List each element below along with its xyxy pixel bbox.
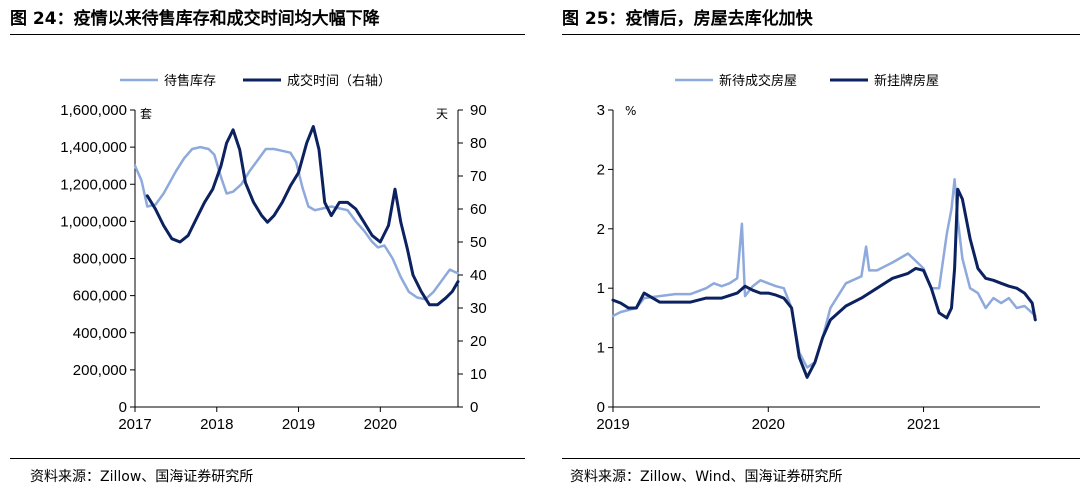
title-divider (562, 34, 1080, 35)
y-tick-label: 1 (597, 340, 605, 357)
source-divider (10, 458, 525, 459)
x-tick-label: 2018 (200, 416, 233, 433)
y-tick-label: 2 (597, 161, 605, 178)
y-tick-label: 600,000 (73, 288, 127, 305)
source-note: 资料来源：Zillow、国海证券研究所 (30, 469, 254, 485)
left-figure-panel: 图 24：疫情以来待售库存和成交时间均大幅下降 0 200,000 400,000 6… (10, 9, 525, 485)
legend-label: 新待成交房屋 (719, 73, 797, 89)
destocking-chart: 0 1 1 2 2 3 2019 2020 2021 新待成交房屋 新挂牌房屋% (596, 73, 1040, 433)
title-divider (10, 34, 525, 35)
y2-tick-label: 60 (470, 201, 487, 218)
x-tick-label: 2017 (118, 416, 151, 433)
series-line-1 (133, 145, 460, 301)
legend-label: 新挂牌房屋 (874, 73, 939, 89)
figure-title: 图 25：疫情后，房屋去库化加快 (562, 9, 813, 29)
y-tick-label: 1,200,000 (60, 176, 127, 193)
y2-tick-label: 10 (470, 366, 487, 383)
series-line-2 (145, 125, 460, 307)
right-axis-unit: 天 (436, 107, 448, 121)
x-tick-label: 2021 (907, 416, 940, 433)
y-tick-label: 3 (597, 102, 605, 119)
y-tick-label: 2 (597, 221, 605, 238)
x-tick-label: 2019 (596, 416, 629, 433)
x-tick-label: 2019 (282, 416, 315, 433)
y-tick-label: 1,600,000 (60, 102, 127, 119)
series-line-2 (611, 187, 1037, 379)
left-axis-unit: % (625, 104, 636, 118)
y2-tick-label: 0 (470, 399, 478, 416)
source-note: 资料来源：Zillow、Wind、国海证券研究所 (570, 469, 843, 485)
y-tick-label: 1,400,000 (60, 139, 127, 156)
right-figure-panel: 图 25：疫情后，房屋去库化加快 0 1 1 2 2 3 2019 2020 2021 新待成交房… (540, 0, 1080, 490)
y2-tick-label: 70 (470, 168, 487, 185)
y2-tick-label: 50 (470, 234, 487, 251)
y2-tick-label: 30 (470, 300, 487, 317)
y-tick-label: 800,000 (73, 251, 127, 268)
x-tick-label: 2020 (364, 416, 397, 433)
y2-tick-label: 90 (470, 102, 487, 119)
y-tick-label: 400,000 (73, 325, 127, 342)
y-tick-label: 0 (597, 399, 605, 416)
left-axis-unit: 套 (140, 107, 152, 121)
y2-tick-label: 80 (470, 135, 487, 152)
y2-tick-label: 40 (470, 267, 487, 284)
y-tick-label: 0 (119, 399, 127, 416)
legend-label: 成交时间（右轴） (287, 73, 391, 89)
y-tick-label: 200,000 (73, 362, 127, 379)
y-tick-label: 1,000,000 (60, 213, 127, 230)
source-divider (562, 458, 1080, 459)
y-tick-label: 1 (597, 280, 605, 297)
inventory-chart: 0 200,000 400,000 600,000 800,000 1,000,000 1,… (60, 73, 487, 433)
figure-title: 图 24：疫情以来待售库存和成交时间均大幅下降 (10, 9, 380, 29)
legend-label: 待售库存 (164, 73, 216, 89)
series-line-1 (611, 178, 1037, 369)
y2-tick-label: 20 (470, 333, 487, 350)
x-tick-label: 2020 (752, 416, 785, 433)
